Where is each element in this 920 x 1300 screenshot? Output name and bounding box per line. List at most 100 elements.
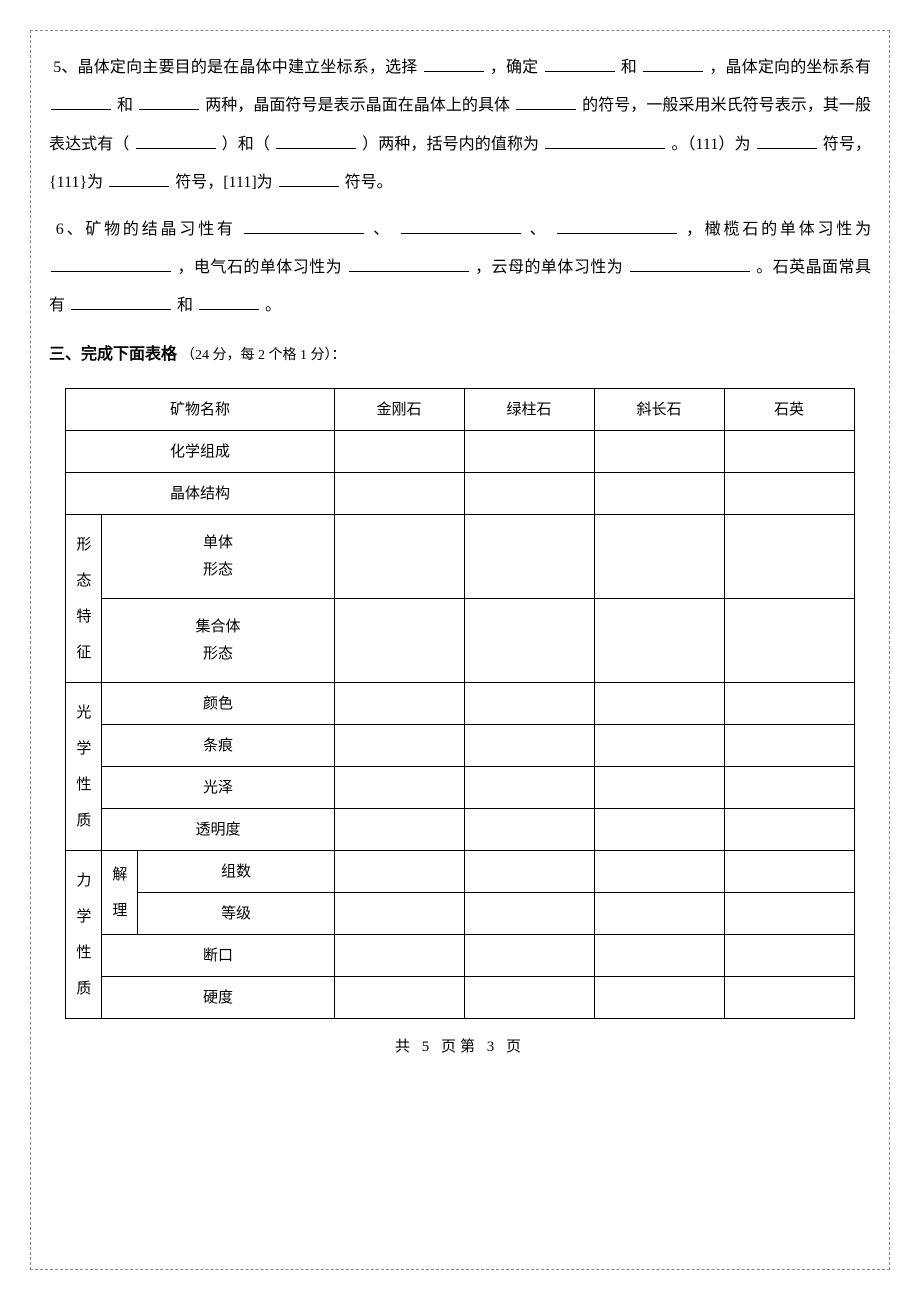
cell[interactable] [334, 935, 464, 977]
cell[interactable] [724, 767, 854, 809]
blank[interactable] [51, 256, 171, 272]
cell[interactable] [594, 767, 724, 809]
blank[interactable] [757, 133, 817, 149]
group-label-optical: 光学性质 [66, 683, 102, 851]
mineral-table: 矿物名称 金刚石 绿柱石 斜长石 石英 化学组成 晶体结构 形态特征 形态特征 [65, 388, 854, 1019]
mineral-col: 斜长石 [594, 389, 724, 431]
cell[interactable] [594, 935, 724, 977]
cell[interactable] [334, 473, 464, 515]
cell[interactable] [594, 515, 724, 599]
table-row: 光泽 [66, 767, 854, 809]
cell[interactable] [594, 893, 724, 935]
cell[interactable] [334, 977, 464, 1019]
cell[interactable] [594, 809, 724, 851]
blank[interactable] [643, 56, 703, 72]
section-3-title: 三、完成下面表格 （24 分，每 2 个格 1 分）： [49, 336, 871, 374]
blank[interactable] [244, 218, 364, 234]
cell[interactable] [464, 683, 594, 725]
cell[interactable] [724, 809, 854, 851]
table-row: 等级 [66, 893, 854, 935]
mineral-col: 绿柱石 [464, 389, 594, 431]
blank[interactable] [424, 56, 484, 72]
cell[interactable] [464, 767, 594, 809]
table-row: 断口 [66, 935, 854, 977]
cell[interactable] [594, 599, 724, 683]
cell[interactable] [724, 851, 854, 893]
blank[interactable] [109, 171, 169, 187]
cell[interactable] [724, 473, 854, 515]
blank[interactable] [516, 94, 576, 110]
q6-text: 、 [530, 221, 549, 238]
section-title-note: （24 分，每 2 个格 1 分）： [181, 348, 346, 363]
row-label: 条痕 [102, 725, 334, 767]
blank[interactable] [51, 94, 111, 110]
cell[interactable] [464, 809, 594, 851]
cell[interactable] [334, 431, 464, 473]
blank[interactable] [139, 94, 199, 110]
table-row: 光学性质 颜色 [66, 683, 854, 725]
cell[interactable] [334, 725, 464, 767]
cell[interactable] [334, 851, 464, 893]
cell[interactable] [464, 473, 594, 515]
cell[interactable] [724, 935, 854, 977]
blank[interactable] [545, 133, 665, 149]
cell[interactable] [334, 893, 464, 935]
cell[interactable] [464, 893, 594, 935]
q5-text: 两种，晶面符号是表示晶面在晶体上的具体 [205, 97, 510, 114]
blank[interactable] [349, 256, 469, 272]
table-row: 透明度 [66, 809, 854, 851]
cell[interactable] [594, 431, 724, 473]
cell[interactable] [594, 473, 724, 515]
cell[interactable] [334, 767, 464, 809]
cell[interactable] [464, 935, 594, 977]
cell[interactable] [464, 725, 594, 767]
blank[interactable] [401, 218, 521, 234]
cell[interactable] [464, 599, 594, 683]
blank[interactable] [199, 294, 259, 310]
cell[interactable] [594, 725, 724, 767]
blank[interactable] [557, 218, 677, 234]
blank[interactable] [276, 133, 356, 149]
table-row: 矿物名称 金刚石 绿柱石 斜长石 石英 [66, 389, 854, 431]
cell[interactable] [724, 725, 854, 767]
blank[interactable] [279, 171, 339, 187]
blank[interactable] [545, 56, 615, 72]
q5-text: ）和（ [222, 136, 270, 153]
cell[interactable] [594, 683, 724, 725]
cell[interactable] [724, 431, 854, 473]
mineral-col: 金刚石 [334, 389, 464, 431]
footer-text: 共 5 页第 3 页 [395, 1039, 525, 1055]
cell[interactable] [464, 977, 594, 1019]
cell[interactable] [724, 893, 854, 935]
row-label: 光泽 [102, 767, 334, 809]
sub-text: 集合体 [195, 619, 240, 635]
q6-text: ，橄榄石的单体习性为 [686, 221, 871, 238]
cell[interactable] [334, 599, 464, 683]
cell[interactable] [334, 683, 464, 725]
cell[interactable] [724, 977, 854, 1019]
cell[interactable] [334, 515, 464, 599]
q5-text: ，确定 [490, 59, 539, 76]
q5-text: 。（111）为 [671, 136, 750, 153]
cell[interactable] [464, 515, 594, 599]
cell[interactable] [464, 431, 594, 473]
row-label: 硬度 [102, 977, 334, 1019]
q6-text: 、 [373, 221, 392, 238]
q5-text: 和 [621, 59, 637, 76]
q6-text: ，云母的单体习性为 [475, 259, 623, 276]
q5-text: 和 [117, 97, 133, 114]
cell[interactable] [594, 977, 724, 1019]
cell[interactable] [724, 683, 854, 725]
page-frame: 5、晶体定向主要目的是在晶体中建立坐标系，选择 ，确定 和 ，晶体定向的坐标系有… [30, 30, 890, 1270]
cell[interactable] [334, 809, 464, 851]
cell[interactable] [594, 851, 724, 893]
cell[interactable] [464, 851, 594, 893]
blank[interactable] [71, 294, 171, 310]
cell[interactable] [724, 515, 854, 599]
cell[interactable] [724, 599, 854, 683]
blank[interactable] [136, 133, 216, 149]
mineral-col: 石英 [724, 389, 854, 431]
blank[interactable] [630, 256, 750, 272]
row-label: 集合体 形态 [102, 599, 334, 683]
table-row: 化学组成 [66, 431, 854, 473]
